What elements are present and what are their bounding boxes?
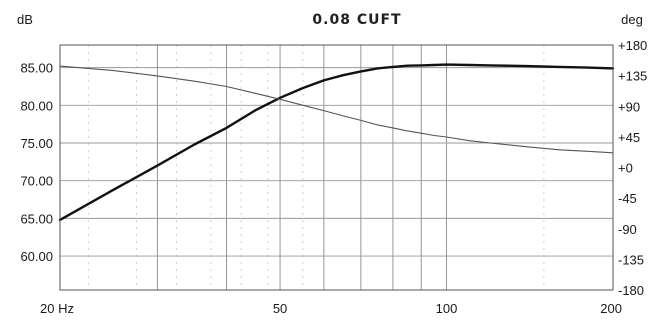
plot-frame xyxy=(60,45,613,290)
x-tick-label: 100 xyxy=(436,301,458,316)
y-right-unit: deg xyxy=(621,12,643,27)
y-right-tick-label: -180 xyxy=(618,283,644,298)
x-tick-label: 50 xyxy=(273,301,287,316)
series-line-1 xyxy=(60,65,613,220)
y-right-tick-label: +180 xyxy=(618,38,647,53)
y-left-tick-label: 70.00 xyxy=(20,174,53,189)
y-left-tick-label: 65.00 xyxy=(20,211,53,226)
y-right-tick-label: -135 xyxy=(618,252,644,267)
y-left-tick-label: 80.00 xyxy=(20,98,53,113)
y-right-tick-label: +135 xyxy=(618,69,647,84)
y-right-tick-label: -90 xyxy=(618,222,637,237)
y-left-tick-label: 60.00 xyxy=(20,249,53,264)
chart-title: 0.08 CUFT xyxy=(312,12,401,28)
y-left-unit: dB xyxy=(17,12,33,27)
x-tick-label: 20 Hz xyxy=(40,301,74,316)
series-line-2 xyxy=(60,66,613,153)
y-left-tick-label: 85.00 xyxy=(20,61,53,76)
y-right-tick-label: +90 xyxy=(618,99,640,114)
y-left-tick-label: 75.00 xyxy=(20,136,53,151)
y-right-tick-label: +45 xyxy=(618,130,640,145)
y-right-tick-label: +0 xyxy=(618,161,633,176)
y-right-tick-label: -45 xyxy=(618,191,637,206)
x-tick-label: 200 xyxy=(600,301,622,316)
